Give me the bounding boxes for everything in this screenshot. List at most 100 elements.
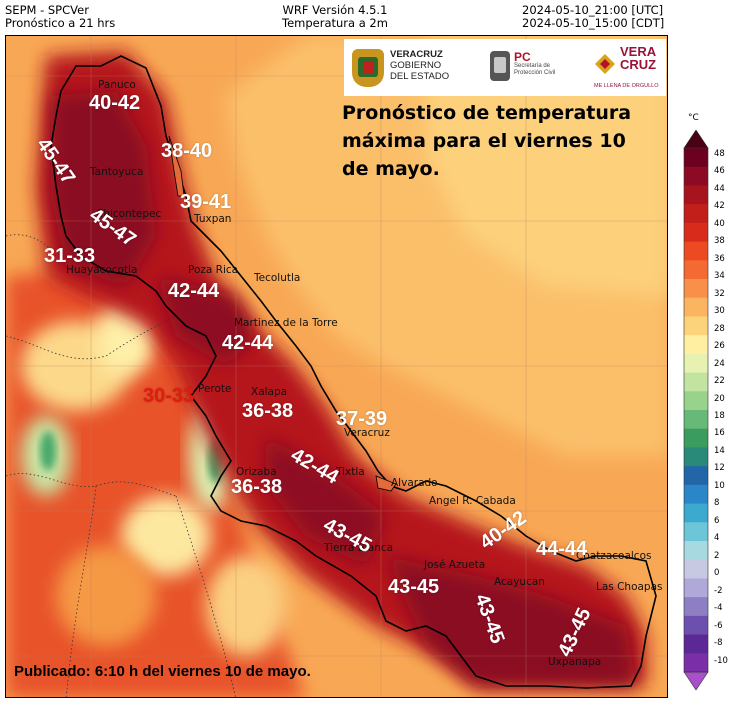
colorbar-tick-label: 6 (714, 515, 720, 526)
city-label: Veracruz (344, 427, 390, 439)
colorbar-tick-label: 32 (714, 288, 725, 299)
logo-orgullo-text: ME LLENA DE ORGULLO (594, 83, 659, 89)
colorbar-segment (684, 634, 708, 654)
logo-del-estado-text: DEL ESTADO (390, 71, 450, 82)
central-hottest-zone (266, 436, 386, 566)
city-label: Panuco (98, 79, 136, 91)
temp-label: 42-44 (168, 280, 220, 302)
colorbar-tick-label: 16 (714, 428, 725, 439)
logo-pc-sub1: Secretaría de (514, 63, 551, 69)
logo-vera-text: VERA (620, 44, 657, 59)
colorbar-tick-label: -8 (714, 638, 723, 649)
colorbar-segment (684, 148, 708, 168)
colorbar-segment (684, 522, 708, 542)
colorbar-segment (684, 279, 708, 299)
state-boundaries (6, 234, 236, 697)
colorbar-tick-label: 42 (714, 201, 725, 212)
colorbar-tick-label: 38 (714, 236, 725, 247)
logo-cruz-text: CRUZ (620, 57, 657, 72)
temp-label: 42-44 (222, 332, 274, 354)
veracruz-pattern-icon (594, 53, 616, 75)
colorbar-segment (684, 204, 708, 224)
colorbar-segment (684, 391, 708, 411)
colorbar-tick-label: 30 (714, 306, 725, 317)
city-label: José Azueta (424, 559, 486, 571)
pc-logo: PC Secretaría de Protección Civil (514, 51, 555, 77)
header-left-line2: Pronóstico a 21 hrs (5, 16, 116, 30)
colorbar-segment (684, 222, 708, 243)
header-center-line1: WRF Versión 4.5.1 (282, 3, 388, 17)
colorbar-segment (684, 372, 708, 392)
colorbar-segment (684, 541, 708, 561)
colorbar-segment (684, 297, 708, 317)
colorbar-segment (684, 653, 708, 673)
colorbar-tick-label: 2 (714, 550, 720, 561)
city-label: Uxpanapa (548, 656, 602, 668)
city-label: Perote (198, 383, 232, 395)
colorbar-segment (684, 316, 708, 336)
temp-label: 36-38 (231, 476, 283, 498)
highland-cool-6 (206, 556, 286, 656)
logo-pc-text: PC (514, 50, 531, 64)
temp-label: 39-41 (180, 191, 232, 213)
colorbar-tick-label: 12 (714, 463, 725, 474)
colorbar-segment (684, 597, 708, 617)
colorbar-tick-label: 44 (714, 183, 725, 194)
colorbar-tick-label: -2 (714, 585, 723, 596)
temp-label: 44-44 (536, 538, 588, 560)
highland-cool-7 (56, 546, 156, 646)
colorbar-tick-label: -10 (714, 655, 728, 666)
colorbar-unit: °C (688, 113, 699, 123)
city-label: Tuxpan (194, 213, 232, 225)
colorbar-tick-label: 18 (714, 411, 725, 421)
colorbar-tick-label: 36 (714, 253, 725, 264)
temp-label: 43-45 (388, 576, 440, 598)
colorbar-tick-label: 40 (714, 218, 725, 229)
city-label: Martinez de la Torre (234, 317, 338, 329)
map-title: Pronóstico de temperatura máxima para el… (342, 102, 632, 180)
logo-gobierno-text: GOBIERNO (390, 60, 442, 71)
city-label: Coatzacoalcos (576, 550, 652, 562)
temp-label: 40-42 (89, 92, 141, 114)
temp-label: 38-40 (161, 140, 213, 162)
colorbar-min-triangle (683, 671, 709, 690)
logo-pc-sub2: Protección Civil (514, 70, 556, 76)
colorbar-tick-label: -6 (714, 620, 723, 631)
tamiahua-lagoon (168, 135, 185, 197)
colorbar-tick-label: 10 (714, 480, 725, 491)
colorbar-tick-label: 4 (714, 533, 720, 544)
colorbar-segment (684, 335, 708, 355)
colorbar-segment (684, 559, 708, 579)
colorbar-tick-label: 14 (714, 445, 725, 456)
city-label: Orizaba (236, 466, 277, 478)
colorbar-segment (684, 578, 708, 598)
temp-label-highlight: 30-33 (143, 385, 195, 407)
header-right-line2: 2024-05-10_15:00 [CDT] (522, 16, 665, 30)
header-center-line2: Temperatura a 2m (282, 16, 388, 30)
colorbar-tick-label: 34 (714, 271, 725, 282)
city-label: Acayucan (494, 576, 545, 588)
colorbar-segment (684, 466, 708, 486)
header-left-line1: SEPM - SPCVer (5, 3, 89, 17)
colorbar-tick-label: 0 (714, 568, 720, 579)
city-label: Tierra Blanca (324, 542, 394, 554)
colorbar-segment (684, 260, 708, 280)
published-note: Publicado: 6:10 h del viernes 10 de mayo… (14, 663, 311, 680)
highland-cool-5 (121, 496, 211, 576)
map-canvas (6, 36, 667, 697)
colorbar (683, 130, 709, 690)
city-label: Angel R. Cabada (429, 495, 516, 507)
colorbar-segment (684, 503, 708, 523)
header-right: 2024-05-10_21:00 [UTC] 2024-05-10_15:00 … (522, 4, 664, 30)
colorbar-segment (684, 428, 708, 448)
colorbar-segment (684, 447, 708, 467)
veracruz-gobierno-logo: VERACRUZ GOBIERNO DEL ESTADO (390, 49, 449, 82)
colorbar-tick-label: 46 (714, 166, 725, 177)
colorbar-segment (684, 615, 708, 636)
colorbar-segment (684, 166, 708, 186)
header-left: SEPM - SPCVer Pronóstico a 21 hrs (5, 4, 115, 30)
header-center: WRF Versión 4.5.1 Temperatura a 2m (282, 4, 388, 30)
city-label: Poza Rica (188, 264, 239, 276)
pc-shield-icon (490, 51, 510, 81)
temperature-map: VERACRUZ GOBIERNO DEL ESTADO PC Secretar… (5, 35, 668, 698)
